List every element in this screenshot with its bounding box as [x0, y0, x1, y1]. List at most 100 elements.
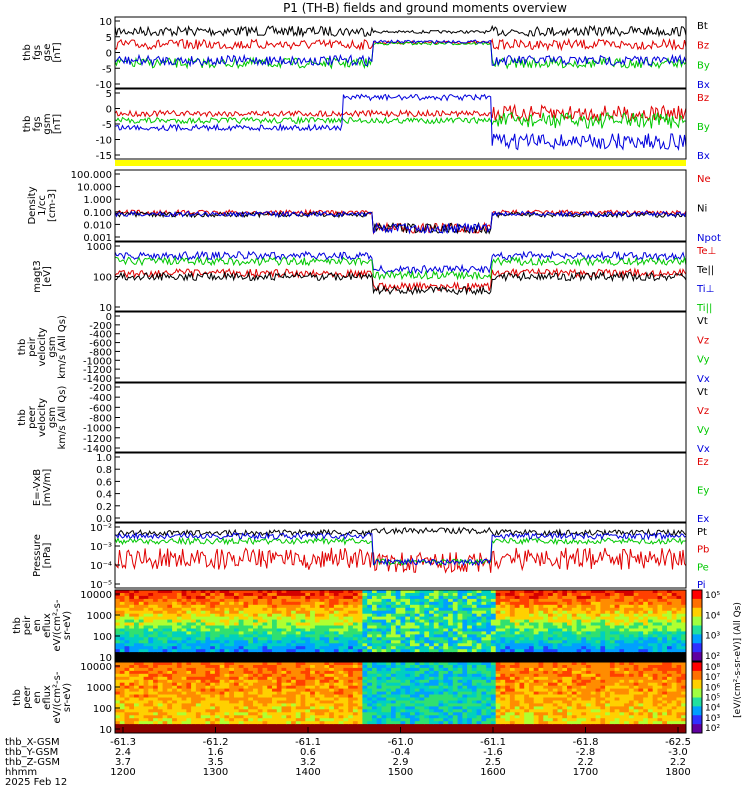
spectro-cell [596, 637, 601, 641]
spectro-cell [244, 623, 249, 627]
spectro-cell [458, 712, 463, 716]
spectro-cell [610, 617, 615, 621]
spectro-cell [424, 724, 429, 728]
spectro-cell [396, 674, 401, 678]
spectro-cell [305, 637, 310, 641]
spectro-cell [172, 602, 177, 606]
spectro-cell [472, 602, 477, 606]
spectro-cell [339, 640, 344, 644]
spectro-cell [662, 631, 667, 635]
spectro-cell [134, 652, 139, 656]
spectro-cell [320, 689, 325, 693]
spectro-cell [382, 662, 387, 666]
spectro-cell [401, 718, 406, 722]
spectro-cell [643, 617, 648, 621]
spectro-cell [277, 637, 282, 641]
spectro-cell [305, 617, 310, 621]
spectro-cell [362, 602, 367, 606]
spectro-cell [244, 596, 249, 600]
spectro-cell [182, 590, 187, 594]
spectro-cell [600, 631, 605, 635]
spectro-cell [196, 596, 201, 600]
spectro-cell [348, 703, 353, 707]
spectro-cell [263, 611, 268, 615]
spectro-cell [486, 617, 491, 621]
spectro-cell [548, 602, 553, 606]
spectro-cell [600, 590, 605, 594]
spectro-cell [253, 712, 258, 716]
spectro-cell [234, 668, 239, 672]
spectro-cell [605, 652, 610, 656]
spectro-cell [272, 695, 277, 699]
spectro-cell [129, 677, 134, 681]
spectro-cell [272, 637, 277, 641]
spectro-cell [386, 637, 391, 641]
spectro-cell [234, 605, 239, 609]
spectro-cell [605, 596, 610, 600]
spectro-cell [334, 623, 339, 627]
spectro-cell [125, 695, 130, 699]
spectro-cell [410, 668, 415, 672]
spectro-cell [229, 674, 234, 678]
spectro-cell [258, 617, 263, 621]
spectro-cell [553, 637, 558, 641]
spectro-cell [182, 640, 187, 644]
spectro-cell [215, 652, 220, 656]
spectro-cell [643, 623, 648, 627]
spectro-cell [163, 590, 168, 594]
spectro-cell [191, 724, 196, 728]
spectro-cell [153, 677, 158, 681]
spectro-cell [215, 626, 220, 630]
spectro-cell [391, 683, 396, 687]
spectro-cell [453, 689, 458, 693]
spectro-cell [453, 695, 458, 699]
spectro-cell [315, 652, 320, 656]
spectro-cell [148, 617, 153, 621]
spectro-cell [410, 683, 415, 687]
series-Ne-line [115, 210, 686, 233]
spectro-cell [410, 662, 415, 666]
colorbar-tick-label: 10⁴ [705, 611, 720, 621]
spectro-cell [567, 626, 572, 630]
spectro-cell [415, 652, 420, 656]
spectro-cell [424, 674, 429, 678]
spectro-cell [658, 602, 663, 606]
spectro-cell [391, 718, 396, 722]
spectro-cell [315, 712, 320, 716]
spectro-cell [429, 652, 434, 656]
spectro-cell [210, 698, 215, 702]
spectro-cell [125, 631, 130, 635]
spectro-cell [386, 626, 391, 630]
spectro-cell [282, 640, 287, 644]
spectro-cell [144, 652, 149, 656]
spectro-cell [562, 623, 567, 627]
spectro-cell [215, 695, 220, 699]
spectro-cell [201, 689, 206, 693]
spectro-cell [267, 605, 272, 609]
spectro-cell [358, 652, 363, 656]
spectro-cell [210, 677, 215, 681]
spectro-cell [629, 637, 634, 641]
spectro-cell [581, 640, 586, 644]
spectro-cell [177, 637, 182, 641]
spectro-cell [167, 718, 172, 722]
spectro-cell [458, 611, 463, 615]
spectro-cell [286, 637, 291, 641]
spectro-cell [263, 712, 268, 716]
spectro-cell [367, 590, 372, 594]
spectro-cell [258, 640, 263, 644]
spectro-cell [296, 652, 301, 656]
spectro-cell [458, 689, 463, 693]
spectro-cell [239, 683, 244, 687]
spectro-cell [434, 596, 439, 600]
spectro-cell [662, 596, 667, 600]
spectro-cell [672, 590, 677, 594]
spectro-cell [553, 646, 558, 650]
spectro-cell [310, 602, 315, 606]
spectro-cell [301, 626, 306, 630]
spectro-cell [372, 677, 377, 681]
spectro-cell [405, 590, 410, 594]
spectro-cell [543, 640, 548, 644]
spectro-cell [148, 674, 153, 678]
spectro-cell [215, 611, 220, 615]
